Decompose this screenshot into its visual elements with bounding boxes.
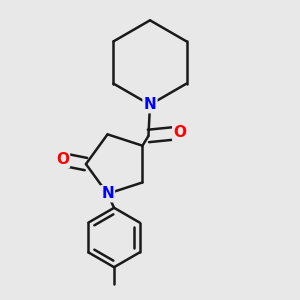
Text: O: O [56,152,69,167]
Text: N: N [144,97,156,112]
Text: N: N [101,186,114,201]
Text: O: O [173,125,186,140]
